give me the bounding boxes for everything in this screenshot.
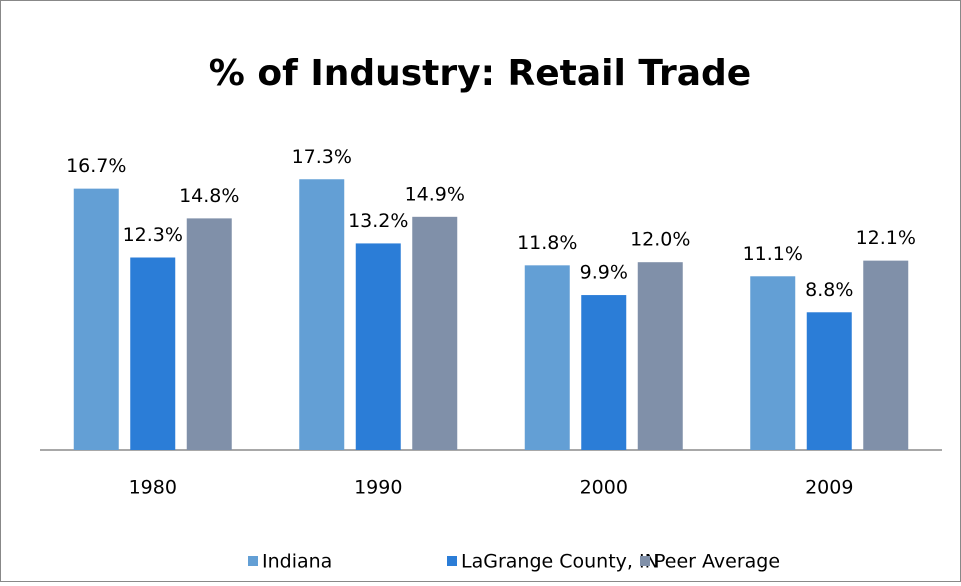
bar — [581, 295, 627, 450]
legend-label: LaGrange County, IN — [461, 551, 659, 573]
bar — [130, 257, 176, 450]
bar — [186, 218, 232, 450]
legend-label: Indiana — [262, 551, 332, 573]
data-label: 12.1% — [856, 227, 916, 249]
data-label: 9.9% — [580, 262, 628, 284]
data-label: 14.8% — [179, 185, 239, 207]
data-label: 12.0% — [630, 229, 690, 251]
x-tick-label: 2009 — [805, 477, 853, 499]
data-label: 13.2% — [348, 210, 408, 232]
x-tick-label: 1980 — [129, 477, 177, 499]
data-label: 12.3% — [123, 224, 183, 246]
data-label: 11.8% — [517, 232, 577, 254]
x-tick-label: 1990 — [354, 477, 402, 499]
bar — [524, 265, 570, 450]
data-label: 14.9% — [405, 183, 465, 205]
data-label: 16.7% — [66, 155, 126, 177]
bar — [412, 216, 458, 450]
data-label: 17.3% — [292, 146, 352, 168]
bar — [299, 179, 345, 450]
data-label: 8.8% — [805, 279, 853, 301]
bar — [750, 276, 796, 450]
bar — [355, 243, 401, 450]
bar — [806, 312, 852, 450]
x-tick-label: 2000 — [580, 477, 628, 499]
bar — [863, 260, 909, 450]
bar — [73, 188, 119, 450]
legend-swatch — [447, 556, 457, 566]
legend-label: Peer Average — [654, 551, 780, 573]
legend-swatch — [248, 556, 258, 566]
legend-swatch — [640, 556, 650, 566]
chart-title: % of Industry: Retail Trade — [209, 53, 751, 94]
bar — [637, 262, 683, 450]
data-label: 11.1% — [743, 243, 803, 265]
